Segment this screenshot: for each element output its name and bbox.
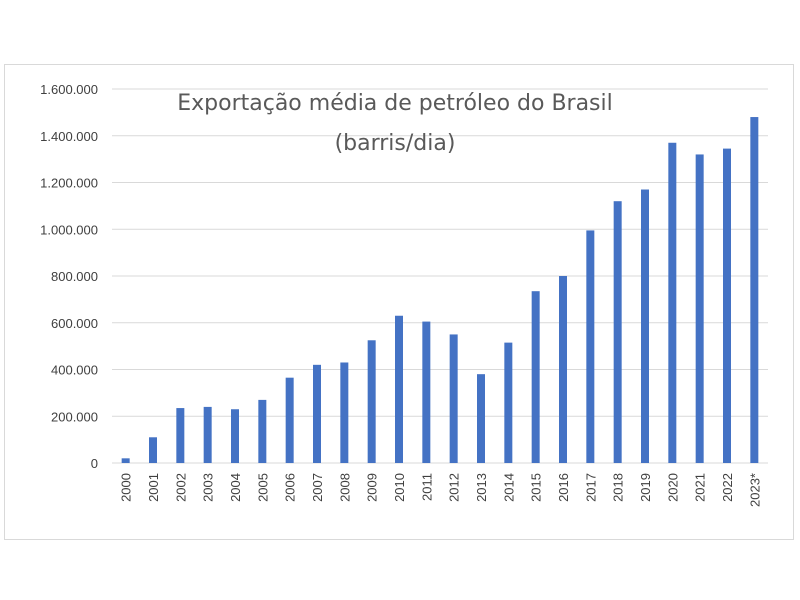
bar [586, 230, 595, 463]
x-tick-label: 2023* [747, 473, 762, 507]
y-tick-label: 1.200.000 [40, 176, 98, 191]
bar [613, 201, 622, 463]
y-tick-label: 200.000 [51, 409, 98, 424]
chart-frame [4, 64, 794, 540]
x-tick-label: 2005 [255, 473, 270, 502]
x-tick-label: 2020 [665, 473, 680, 502]
y-tick-label: 800.000 [51, 269, 98, 284]
bar [149, 437, 157, 463]
bar [477, 374, 485, 463]
bar [531, 291, 540, 463]
x-tick-label: 2007 [310, 473, 325, 502]
y-tick-label: 600.000 [51, 316, 98, 331]
x-tick-label: 2001 [146, 473, 161, 502]
x-tick-label: 2021 [693, 473, 708, 502]
x-tick-label: 2000 [119, 473, 134, 502]
x-tick-label: 2012 [447, 473, 462, 502]
bar [176, 408, 185, 463]
bar [641, 189, 649, 463]
bar [422, 321, 431, 463]
x-tick-label: 2002 [173, 473, 188, 502]
bar [668, 142, 677, 463]
x-axis-ticks: 2000 2001 2002 2003 2004 2005 2006 2007 2008 2009… [119, 473, 763, 507]
bar [121, 458, 130, 463]
y-axis-ticks: 0 200.000 400.000 600.000 800.000 1.000.000 1.… [40, 82, 98, 471]
bar [258, 399, 267, 463]
chart-title: Exportação média de petróleo do Brasil [177, 91, 613, 116]
x-tick-label: 2013 [474, 473, 489, 502]
x-tick-label: 2019 [638, 473, 653, 502]
bar [367, 340, 376, 463]
x-tick-label: 2022 [720, 473, 735, 502]
x-tick-label: 2016 [556, 473, 571, 502]
y-tick-label: 400.000 [51, 363, 98, 378]
bar [285, 377, 294, 463]
x-tick-label: 2014 [501, 473, 516, 502]
y-tick-label: 0 [91, 456, 98, 471]
x-tick-label: 2018 [611, 473, 626, 502]
x-tick-label: 2006 [283, 473, 298, 502]
bar [395, 315, 403, 463]
x-tick-label: 2017 [583, 473, 598, 502]
bar [203, 406, 212, 463]
y-tick-label: 1.600.000 [40, 82, 98, 97]
x-tick-label: 2011 [419, 473, 434, 501]
y-tick-label: 1.000.000 [40, 222, 98, 237]
x-tick-label: 2003 [201, 473, 216, 502]
x-tick-label: 2015 [529, 473, 544, 502]
bar [504, 342, 513, 463]
bar [231, 409, 239, 463]
bar [313, 364, 321, 463]
x-tick-label: 2004 [228, 473, 243, 502]
y-tick-label: 1.400.000 [40, 129, 98, 144]
bar [449, 334, 458, 463]
x-tick-label: 2009 [365, 473, 380, 502]
chart-subtitle: (barris/dia) [335, 131, 456, 156]
bar [695, 154, 704, 463]
bar [340, 362, 349, 463]
x-tick-label: 2010 [392, 473, 407, 502]
bar [559, 276, 567, 463]
bar [723, 148, 731, 463]
x-tick-label: 2008 [337, 473, 352, 502]
bars [121, 117, 759, 464]
bar [750, 117, 759, 464]
grid-lines [112, 88, 768, 464]
